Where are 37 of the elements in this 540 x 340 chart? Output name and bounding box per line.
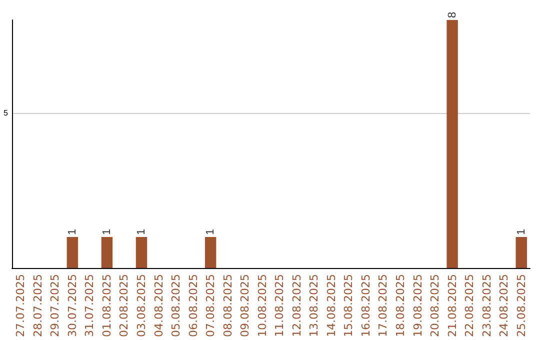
x-tick-label: 30.07.2025 <box>66 274 79 338</box>
x-tick-label: 24.08.2025 <box>498 274 511 338</box>
data-label: 1 <box>100 228 113 236</box>
x-tick-label: 27.07.2025 <box>14 274 28 338</box>
x-tick-label: 12.08.2025 <box>290 274 304 338</box>
x-tick-label: 06.08.2025 <box>186 274 200 338</box>
x-tick-label: 28.07.2025 <box>31 274 44 338</box>
x-tick-label: 21.08.2025 <box>446 274 459 338</box>
x-tick-label: 08.08.2025 <box>221 274 234 338</box>
x-tick-label: 18.08.2025 <box>394 274 407 338</box>
x-tick-label: 05.08.2025 <box>170 274 183 338</box>
x-tick-label: 31.07.2025 <box>83 274 96 338</box>
x-tick-label: 29.07.2025 <box>48 274 62 338</box>
x-tick-label: 13.08.2025 <box>308 274 321 338</box>
x-tick-label: 07.08.2025 <box>204 274 218 338</box>
x-tick-label: 01.08.2025 <box>100 274 114 338</box>
x-tick-label: 11.08.2025 <box>273 274 286 338</box>
x-tick-label: 15.08.2025 <box>342 274 356 338</box>
x-tick-label: 16.08.2025 <box>359 274 372 338</box>
data-label: 1 <box>66 228 78 236</box>
x-tick-label: 25.08.2025 <box>514 274 528 338</box>
x-tick-label: 03.08.2025 <box>135 274 148 338</box>
data-label: 1 <box>204 228 217 236</box>
x-tick-label: 17.08.2025 <box>376 274 390 338</box>
x-tick-label: 09.08.2025 <box>238 274 252 338</box>
x-tick-label: 23.08.2025 <box>480 274 494 338</box>
x-tick-label: 22.08.2025 <box>463 274 476 338</box>
data-label: 1 <box>515 228 528 236</box>
data-label: 1 <box>136 228 148 236</box>
x-tick-label: 04.08.2025 <box>152 274 166 338</box>
x-tick-label: 19.08.2025 <box>411 274 424 338</box>
x-tick-label: 02.08.2025 <box>118 274 131 338</box>
x-tick-label: 20.08.2025 <box>428 274 442 338</box>
data-label: 8 <box>446 12 458 18</box>
x-tick-label: 10.08.2025 <box>256 274 269 338</box>
y-tick-label: 5 <box>4 108 9 118</box>
x-tick-label: 14.08.2025 <box>324 274 338 338</box>
